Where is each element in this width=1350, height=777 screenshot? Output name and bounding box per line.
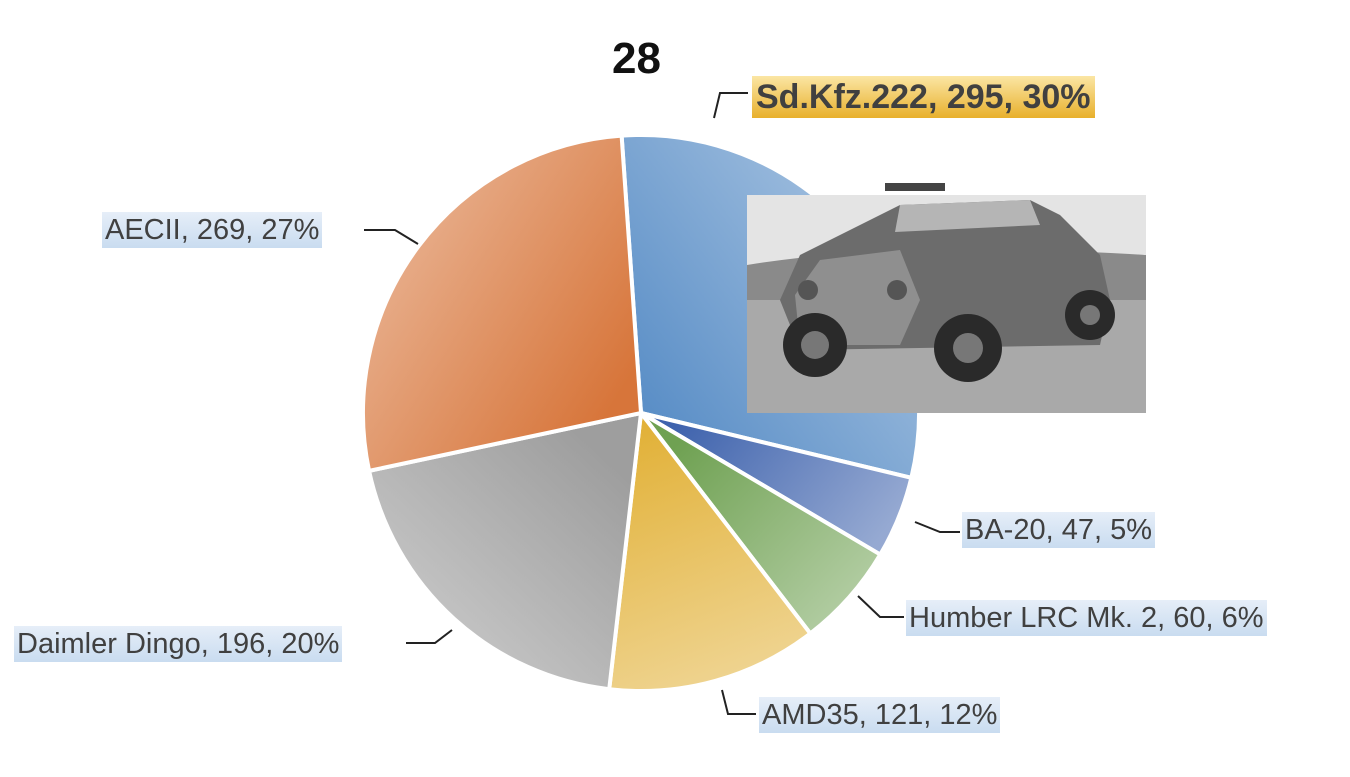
data-label-daimler-dingo: Daimler Dingo, 196, 20%	[14, 626, 343, 662]
leader-line	[713, 92, 748, 119]
pie-slice-aecii	[361, 133, 644, 474]
data-label-ba20: BA-20, 47, 5%	[962, 512, 1155, 548]
data-label-aecii: AECII, 269, 27%	[102, 212, 323, 248]
data-label-humber: Humber LRC Mk. 2, 60, 6%	[906, 600, 1267, 636]
armored-car-photo	[747, 183, 1146, 413]
pie-slice-daimler-dingo	[366, 410, 644, 692]
leader-line	[721, 689, 756, 715]
leader-line	[364, 229, 419, 245]
leader-line	[857, 595, 904, 618]
leader-line	[914, 521, 960, 533]
data-label-sdkfz222: Sd.Kfz.222, 295, 30%	[752, 76, 1095, 118]
chart-title: 28	[612, 34, 661, 83]
data-label-amd35: AMD35, 121, 12%	[759, 697, 1001, 733]
leader-line	[406, 629, 453, 644]
pie-slice-amd35	[606, 407, 814, 693]
